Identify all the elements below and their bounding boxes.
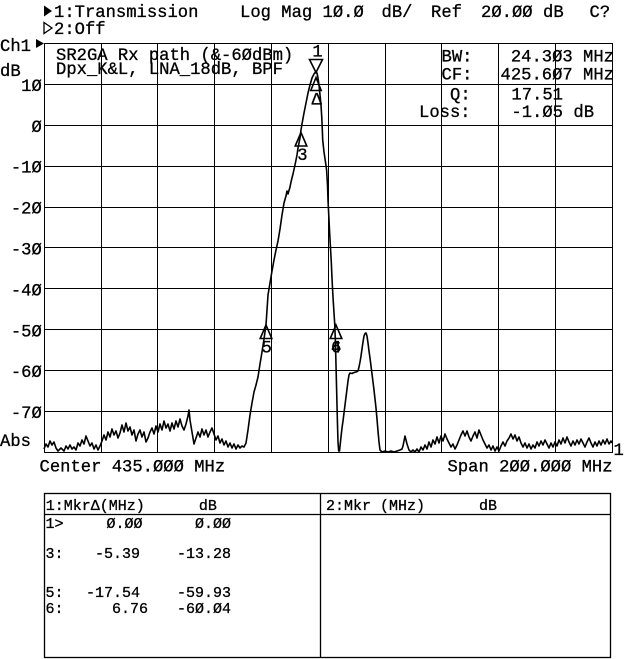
svg-text:Loss:: Loss:	[419, 104, 471, 123]
svg-text:-6Ø.Ø4: -6Ø.Ø4	[177, 601, 231, 618]
svg-text:1Ø: 1Ø	[21, 78, 42, 97]
svg-text:-5.39: -5.39	[95, 546, 140, 563]
svg-text:4: 4	[331, 340, 341, 359]
svg-text:5:: 5:	[46, 585, 64, 602]
svg-text:-4Ø: -4Ø	[11, 282, 42, 301]
svg-text:6.76: 6.76	[112, 601, 148, 618]
svg-text:2:Mkr (MHz) dB: 2:Mkr (MHz) dB	[326, 498, 497, 515]
svg-text:3: 3	[297, 147, 307, 166]
svg-text:24.3Ø3 MHz: 24.3Ø3 MHz	[511, 49, 614, 68]
svg-text:dB: dB	[0, 63, 21, 82]
svg-text:CF:: CF:	[442, 67, 473, 86]
svg-text:BW:: BW:	[442, 49, 473, 68]
svg-text:6: 6	[331, 340, 341, 359]
svg-text:-1.Ø5: -1.Ø5	[511, 104, 563, 123]
svg-text:Abs: Abs	[0, 433, 31, 452]
svg-text:1:Transmission: 1:Transmission	[54, 4, 198, 23]
svg-text:1Ø.Ø: 1Ø.Ø	[323, 4, 364, 23]
svg-text:-13.28: -13.28	[177, 546, 231, 563]
svg-text:-59.93: -59.93	[177, 585, 231, 602]
svg-text:Ch1: Ch1	[0, 38, 31, 57]
svg-text:2:Off: 2:Off	[54, 21, 106, 40]
svg-text:17.51: 17.51	[511, 86, 563, 105]
svg-text:Ref: Ref	[431, 4, 462, 23]
svg-text:Dpx_K&L, LNA_18dB, BPF: Dpx_K&L, LNA_18dB, BPF	[56, 61, 283, 80]
svg-text:1: 1	[614, 442, 624, 461]
svg-text:Ø.ØØ: Ø.ØØ	[195, 516, 231, 533]
svg-text:-5Ø: -5Ø	[11, 323, 42, 342]
svg-text:Center 435.ØØØ MHz: Center 435.ØØØ MHz	[40, 459, 226, 478]
svg-text:Ø: Ø	[31, 119, 41, 138]
svg-text:1:MkrΔ(MHz) dB: 1:MkrΔ(MHz) dB	[46, 498, 217, 515]
svg-text:Ø.ØØ: Ø.ØØ	[106, 516, 142, 533]
svg-text:dB/: dB/	[382, 4, 413, 23]
svg-text:Q:: Q:	[450, 86, 471, 105]
svg-text:C?: C?	[590, 4, 611, 23]
svg-text:1>: 1>	[46, 516, 64, 533]
svg-text:Δ: Δ	[312, 92, 323, 111]
svg-text:dB: dB	[573, 104, 594, 123]
svg-text:6:: 6:	[46, 601, 64, 618]
svg-text:-17.54: -17.54	[86, 585, 140, 602]
svg-text:-6Ø: -6Ø	[11, 364, 42, 383]
svg-text:425.6Ø7 MHz: 425.6Ø7 MHz	[501, 67, 614, 86]
svg-text:SR2GA Rx path (&-6ØdBm): SR2GA Rx path (&-6ØdBm)	[56, 47, 293, 66]
svg-text:5: 5	[262, 340, 272, 359]
svg-text:dB: dB	[543, 4, 564, 23]
svg-text:-3Ø: -3Ø	[11, 242, 42, 261]
svg-text:Span 2ØØ.ØØØ MHz: Span 2ØØ.ØØØ MHz	[448, 459, 613, 478]
svg-text:-7Ø: -7Ø	[11, 405, 42, 424]
svg-text:1: 1	[312, 44, 322, 63]
svg-text:Log Mag: Log Mag	[240, 4, 312, 23]
svg-text:2Ø.ØØ: 2Ø.ØØ	[481, 4, 533, 23]
svg-text:-2Ø: -2Ø	[11, 201, 42, 220]
svg-text:3:: 3:	[46, 546, 64, 563]
svg-text:-1Ø: -1Ø	[11, 160, 42, 179]
